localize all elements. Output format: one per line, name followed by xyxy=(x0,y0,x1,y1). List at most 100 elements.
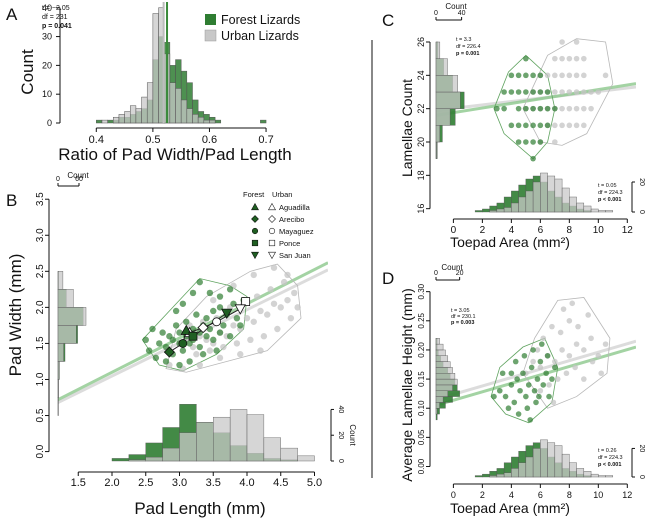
xhist-urban-bar xyxy=(540,172,548,213)
ylabel-c: Lamellae Count xyxy=(399,79,415,177)
right-count-tick-label: 0 xyxy=(337,459,344,463)
xhist-urban-bar xyxy=(605,475,614,478)
y-tick-label-a: 20 xyxy=(42,60,52,70)
xhist-forest-bar xyxy=(474,210,483,213)
point-forest xyxy=(544,352,551,359)
point-forest xyxy=(538,341,545,347)
point-forest xyxy=(494,105,500,112)
hist-a-urban-bar xyxy=(180,99,188,124)
xhist-urban-bar xyxy=(297,455,315,462)
stats-a-p: p = 0.041 xyxy=(42,23,72,30)
x-tick-label-a: 0.4 xyxy=(89,134,104,146)
point-urban xyxy=(291,289,298,297)
point-forest xyxy=(203,314,210,322)
point-urban xyxy=(233,340,241,347)
point-forest xyxy=(523,122,529,129)
point-forest xyxy=(183,318,190,325)
count-label-d-top: Count xyxy=(441,263,463,272)
legend-urban-label: Urban Lizards xyxy=(221,29,299,43)
point-forest xyxy=(511,399,518,406)
point-urban xyxy=(563,370,570,377)
pop-legend-name-1: Arecibo xyxy=(279,215,304,224)
top-count-tick-label: 0 xyxy=(434,270,438,277)
yhist-urban-bar xyxy=(435,343,444,351)
stats-c-df: df = 226.4 xyxy=(456,44,481,50)
point-urban xyxy=(552,72,558,79)
point-forest xyxy=(508,370,515,377)
point-urban xyxy=(566,72,573,79)
xhist-forest-bar xyxy=(111,458,130,462)
point-forest xyxy=(142,336,149,344)
hull-forest xyxy=(490,337,559,424)
point-forest xyxy=(233,314,241,322)
stats-a-df: df = 231 xyxy=(42,14,68,21)
x-tick-label-b: 3.0 xyxy=(172,477,187,489)
xhist-urban-bar xyxy=(128,459,146,462)
point-forest xyxy=(176,361,183,369)
x-tick-label-c: 4 xyxy=(509,225,515,236)
point-forest xyxy=(530,155,536,162)
pop-legend-forest-marker xyxy=(251,251,259,260)
point-forest xyxy=(552,364,558,371)
point-forest xyxy=(149,325,156,333)
xhist-urban-bar xyxy=(263,437,281,462)
x-tick-label-c: 0 xyxy=(451,225,457,236)
xhist-urban-bar xyxy=(576,468,585,478)
x-tick-label-c: 12 xyxy=(622,225,634,236)
top-count-tick-label: 20 xyxy=(456,270,464,277)
y-tick-label-c: 16 xyxy=(416,204,426,214)
xhist-urban-bar xyxy=(518,462,527,478)
y-tick-label-c: 26 xyxy=(416,37,426,47)
yhist-urban-bar xyxy=(57,379,59,398)
y-tick-label-b: 2.0 xyxy=(35,300,46,314)
right-count-tick-label: 40 xyxy=(337,406,344,414)
point-urban xyxy=(530,358,536,365)
point-forest xyxy=(514,376,520,382)
x-tick-label-d: 10 xyxy=(593,490,603,500)
yhist-urban-bar xyxy=(435,408,438,415)
point-forest xyxy=(206,289,214,297)
yhist-urban-bar xyxy=(435,338,440,345)
hist-a-urban-bar xyxy=(118,114,125,124)
pop-legend-header-forest: Forest xyxy=(243,190,265,199)
point-forest xyxy=(537,139,544,145)
population-mean-forest xyxy=(221,308,233,319)
population-mean-forest xyxy=(163,346,175,358)
x-tick-label-a: 0.5 xyxy=(145,134,160,146)
point-forest xyxy=(491,393,497,400)
population-mean-urban xyxy=(197,321,209,334)
count-label-c-top: Count xyxy=(445,2,467,11)
y-tick-label-b: 3.0 xyxy=(35,228,46,242)
hist-a-urban-bar xyxy=(152,13,159,124)
point-urban xyxy=(581,122,587,129)
point-urban xyxy=(588,335,594,342)
x-tick-label-c: 2 xyxy=(480,225,486,236)
point-forest xyxy=(508,72,515,79)
point-urban xyxy=(595,89,602,95)
yhist-urban-bar xyxy=(435,402,440,409)
yhist-urban-bar xyxy=(435,361,451,368)
x-tick-label-b: 2.5 xyxy=(138,477,153,489)
point-urban xyxy=(284,271,291,279)
x-tick-label-d: 6 xyxy=(538,490,543,500)
y-tick-label-c: 18 xyxy=(416,170,426,180)
point-urban xyxy=(569,300,576,307)
point-urban xyxy=(573,72,580,79)
point-urban xyxy=(257,347,264,354)
point-urban xyxy=(274,325,281,333)
point-forest xyxy=(544,89,551,95)
xhist-urban-bar xyxy=(196,422,214,462)
yhist-urban-bar xyxy=(435,390,449,397)
stats-d-area-df: df = 224.3 xyxy=(598,455,623,461)
point-urban xyxy=(559,72,565,79)
x-tick-label-b: 3.5 xyxy=(206,477,221,489)
x-tick-label-c: 6 xyxy=(538,225,544,236)
pop-legend-name-3: Ponce xyxy=(279,239,300,248)
point-urban xyxy=(554,376,561,382)
point-urban xyxy=(267,286,274,293)
point-urban xyxy=(546,382,552,388)
point-urban xyxy=(537,364,544,371)
hist-a-urban-bar xyxy=(175,88,182,124)
point-forest xyxy=(521,352,528,359)
xhist-forest-bar xyxy=(482,473,490,478)
